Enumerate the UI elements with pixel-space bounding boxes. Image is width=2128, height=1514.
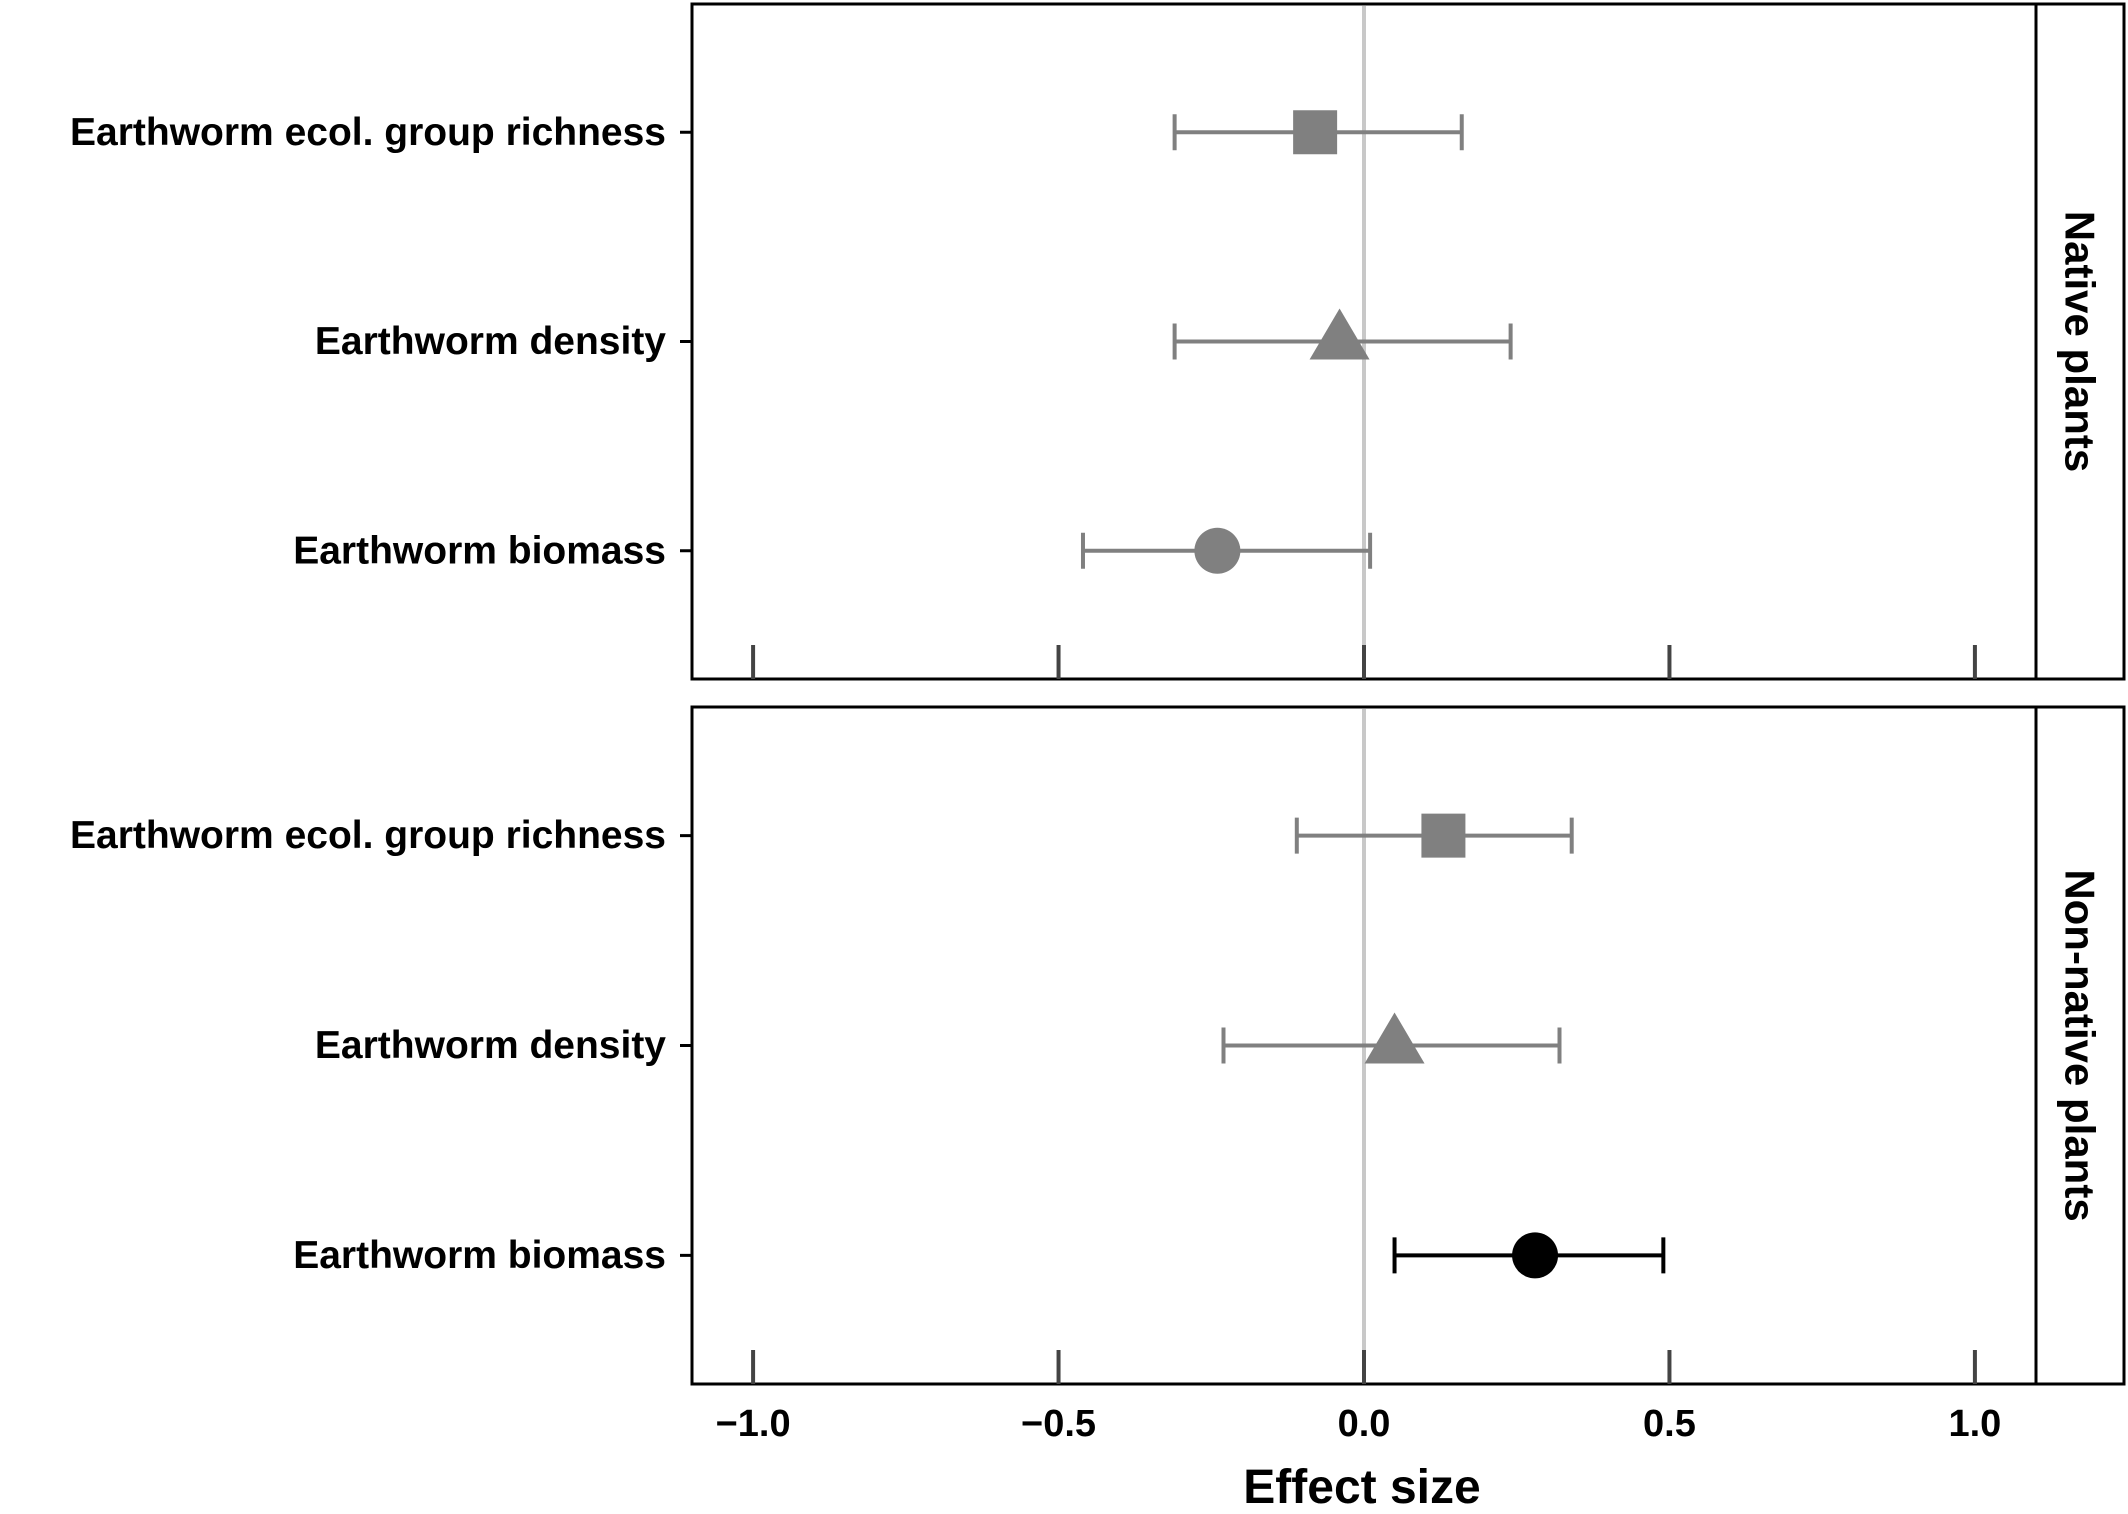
row-label: Earthworm density [315,320,666,363]
strip-label: Non-native plants [2057,869,2104,1221]
x-tick-label: 1.0 [1948,1403,2001,1445]
row-label: Earthworm biomass [293,529,666,572]
point-estimate-square [1293,110,1338,155]
point-estimate-circle [1512,1232,1559,1279]
panel-strip [2034,705,2126,1386]
point-estimate-triangle [1309,308,1370,360]
forest-row: Earthworm biomass [293,527,1373,574]
point-estimate-circle [1194,527,1241,574]
strip-label: Native plants [2057,211,2104,472]
point-estimate-triangle [1364,1012,1425,1064]
forest-row: Earthworm biomass [293,1232,1666,1279]
row-label: Earthworm ecol. group richness [70,111,666,154]
point-estimate-square [1421,813,1466,858]
row-label: Earthworm density [315,1024,666,1067]
row-label: Earthworm biomass [293,1234,666,1277]
forest-row: Earthworm ecol. group richness [70,813,1574,858]
panel-2: Non-native plants Earthworm ecol. group r… [70,705,2126,1386]
x-tick-label: −0.5 [1021,1403,1096,1445]
forest-row: Earthworm density [315,308,1513,363]
panel-strip [2034,2,2126,681]
forest-row: Earthworm ecol. group richness [70,110,1464,155]
x-tick-label: 0.0 [1338,1403,1391,1445]
x-axis-title: Effect size [1243,1461,1480,1514]
x-tick-label: −1.0 [716,1403,791,1445]
panel-1: Native plants Earthworm ecol. group richn… [70,2,2126,681]
forest-row: Earthworm density [315,1012,1562,1067]
row-label: Earthworm ecol. group richness [70,814,666,857]
x-tick-label: 0.5 [1643,1403,1696,1445]
panels-layer: Native plants Earthworm ecol. group richn… [70,2,2126,1445]
